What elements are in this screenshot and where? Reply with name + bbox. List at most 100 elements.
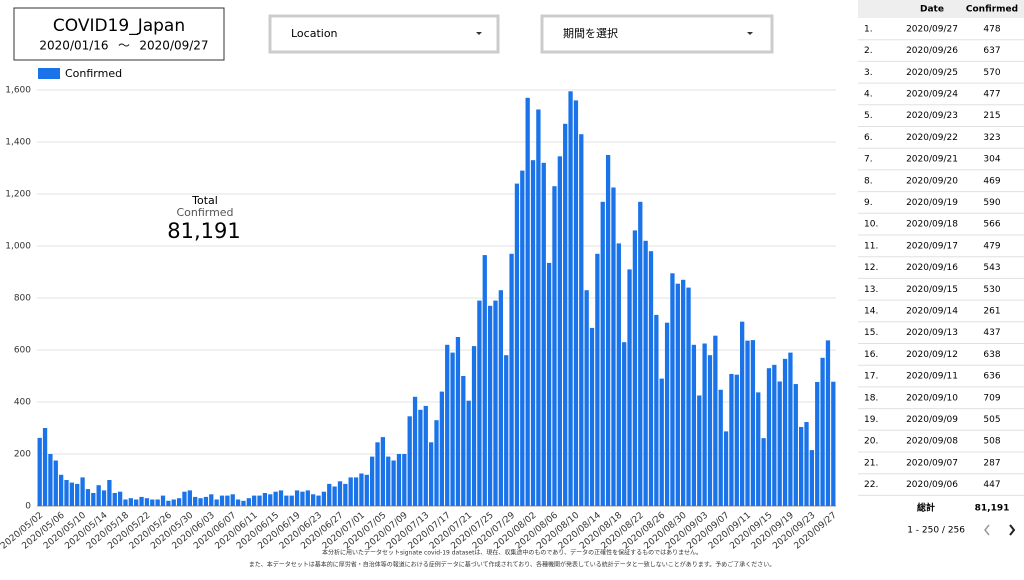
bar [579, 134, 583, 506]
row-value: 638 [983, 350, 1000, 360]
bar [209, 494, 213, 506]
bar [273, 492, 277, 506]
bar [493, 301, 497, 506]
dropdown-label[interactable]: Location [291, 27, 338, 40]
bar [467, 401, 471, 506]
bar [134, 500, 138, 507]
bar [708, 355, 712, 506]
row-index: 2. [864, 46, 873, 56]
row-date: 2020/09/10 [906, 393, 958, 403]
bar [123, 500, 127, 507]
bar [365, 475, 369, 506]
y-tick-label: 1,600 [5, 86, 31, 96]
row-value: 505 [983, 415, 1000, 425]
row-value: 215 [983, 111, 1000, 121]
bar [43, 428, 47, 506]
bar [220, 496, 224, 506]
bar [627, 269, 631, 506]
pager-prev[interactable] [985, 525, 989, 535]
bar [509, 254, 513, 506]
bar [724, 431, 728, 506]
bar [735, 375, 739, 506]
bar [354, 477, 358, 506]
row-date: 2020/09/13 [906, 328, 958, 338]
period-dropdown[interactable]: 期間を選択 [542, 16, 772, 52]
pager-next[interactable] [1010, 525, 1014, 535]
bar [434, 420, 438, 506]
row-value: 447 [983, 480, 1000, 490]
bar [236, 500, 240, 507]
bar [643, 241, 647, 506]
y-tick-label: 600 [14, 346, 31, 356]
bar [38, 438, 42, 506]
bar [225, 496, 229, 506]
row-date: 2020/09/16 [906, 263, 958, 273]
bar [702, 344, 706, 507]
row-date: 2020/09/12 [906, 350, 958, 360]
bar [214, 500, 218, 507]
location-dropdown[interactable]: Location [270, 16, 498, 52]
row-value: 530 [983, 285, 1000, 295]
row-index: 7. [864, 155, 873, 165]
bar [102, 490, 106, 506]
bar [810, 450, 814, 506]
bar [483, 255, 487, 506]
bar [617, 243, 621, 506]
next-icon[interactable] [1010, 525, 1014, 535]
row-index: 17. [864, 372, 878, 382]
bar [161, 496, 165, 506]
bar [831, 382, 835, 506]
bar [568, 91, 572, 506]
bar [338, 481, 342, 506]
pagination: 1 - 250 / 256 [907, 526, 965, 536]
bar [558, 156, 562, 506]
bar [767, 368, 771, 506]
row-date: 2020/09/19 [906, 198, 958, 208]
row-index: 16. [864, 350, 878, 360]
bar [424, 406, 428, 506]
title: COVID19_Japan [53, 16, 185, 36]
bar [263, 493, 267, 506]
row-index: 18. [864, 393, 878, 403]
row-index: 14. [864, 306, 878, 316]
bar [182, 492, 186, 506]
bar [91, 493, 95, 506]
bar [48, 454, 52, 506]
bar [54, 461, 58, 507]
row-index: 4. [864, 89, 873, 99]
prev-icon[interactable] [985, 525, 989, 535]
bar [633, 230, 637, 506]
bar [606, 155, 610, 506]
bar [745, 341, 749, 506]
row-index: 20. [864, 437, 878, 447]
bar [504, 355, 508, 506]
total-value: 81,191 [975, 504, 1010, 514]
row-value: 566 [983, 220, 1000, 230]
row-date: 2020/09/09 [906, 415, 958, 425]
bar [118, 492, 122, 506]
row-date: 2020/09/26 [906, 46, 958, 56]
note: 本分析に用いたデータセットsignate covid-19 datasetは、現… [322, 549, 702, 557]
row-index: 1. [864, 24, 873, 34]
bar [778, 381, 782, 506]
row-value: 287 [983, 458, 1000, 468]
legend-label: Confirmed [65, 67, 122, 80]
bar [327, 484, 331, 506]
bar [204, 497, 208, 506]
row-index: 3. [864, 68, 873, 78]
bar [799, 427, 803, 506]
row-value: 437 [983, 328, 1000, 338]
bar [86, 489, 90, 506]
row-index: 11. [864, 241, 878, 251]
row-index: 10. [864, 220, 878, 230]
end-date: 2020/09/27 [139, 39, 208, 53]
bar [456, 337, 460, 506]
bar [713, 336, 717, 506]
bar [268, 494, 272, 506]
row-value: 261 [983, 306, 1000, 316]
y-tick-label: 1,200 [5, 190, 31, 200]
bar [139, 497, 143, 506]
bar [547, 263, 551, 506]
row-date: 2020/09/20 [906, 176, 958, 186]
dropdown-label[interactable]: 期間を選択 [563, 26, 618, 40]
